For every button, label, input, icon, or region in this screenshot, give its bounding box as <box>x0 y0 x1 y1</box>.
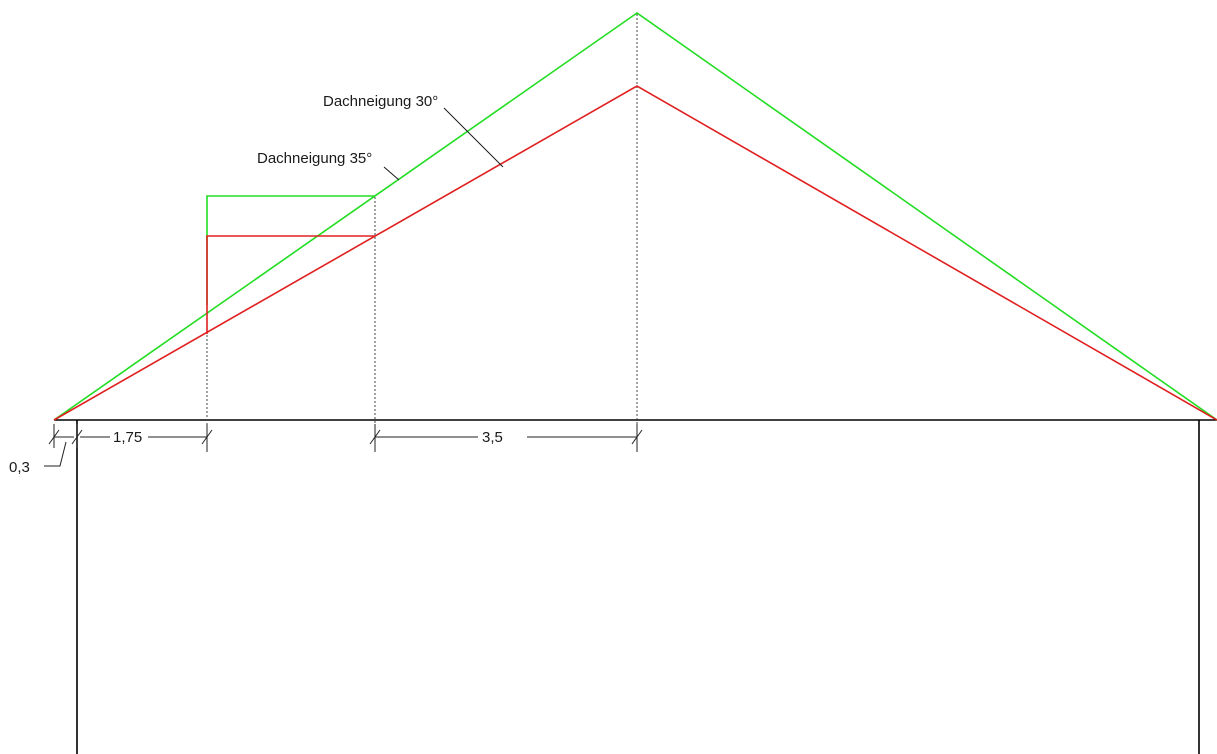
dormer-30-outline <box>206 235 375 334</box>
building-outline <box>54 419 1217 754</box>
roof-35-degrees <box>53 12 1217 421</box>
pitch-30-label: Dachneigung 30° <box>323 93 438 110</box>
dim-tick-slash <box>48 429 60 445</box>
pitch-35-label: Dachneigung 35° <box>257 150 372 167</box>
construction-lines <box>206 14 638 452</box>
roof-35-outline <box>53 12 1217 421</box>
dim-label-1-75: 1,75 <box>113 429 142 446</box>
dim-tick-slash <box>369 429 381 445</box>
dimension-chain <box>44 424 643 467</box>
dim-tick-slash <box>631 429 643 445</box>
dim-label-3-5: 3,5 <box>482 429 503 446</box>
dim-0-3-leader <box>44 441 67 467</box>
dim-label-0-3: 0,3 <box>9 459 30 476</box>
roof-30-outline <box>53 85 1217 421</box>
dim-tick-slash <box>71 429 83 445</box>
pitch-30-leader <box>443 107 504 168</box>
pitch-35-leader <box>383 166 400 181</box>
roof-30-degrees <box>53 85 1217 421</box>
pitch-30-annotation: Dachneigung 30° <box>323 93 504 168</box>
pitch-35-annotation: Dachneigung 35° <box>257 150 400 181</box>
dim-tick-slash <box>201 429 213 445</box>
